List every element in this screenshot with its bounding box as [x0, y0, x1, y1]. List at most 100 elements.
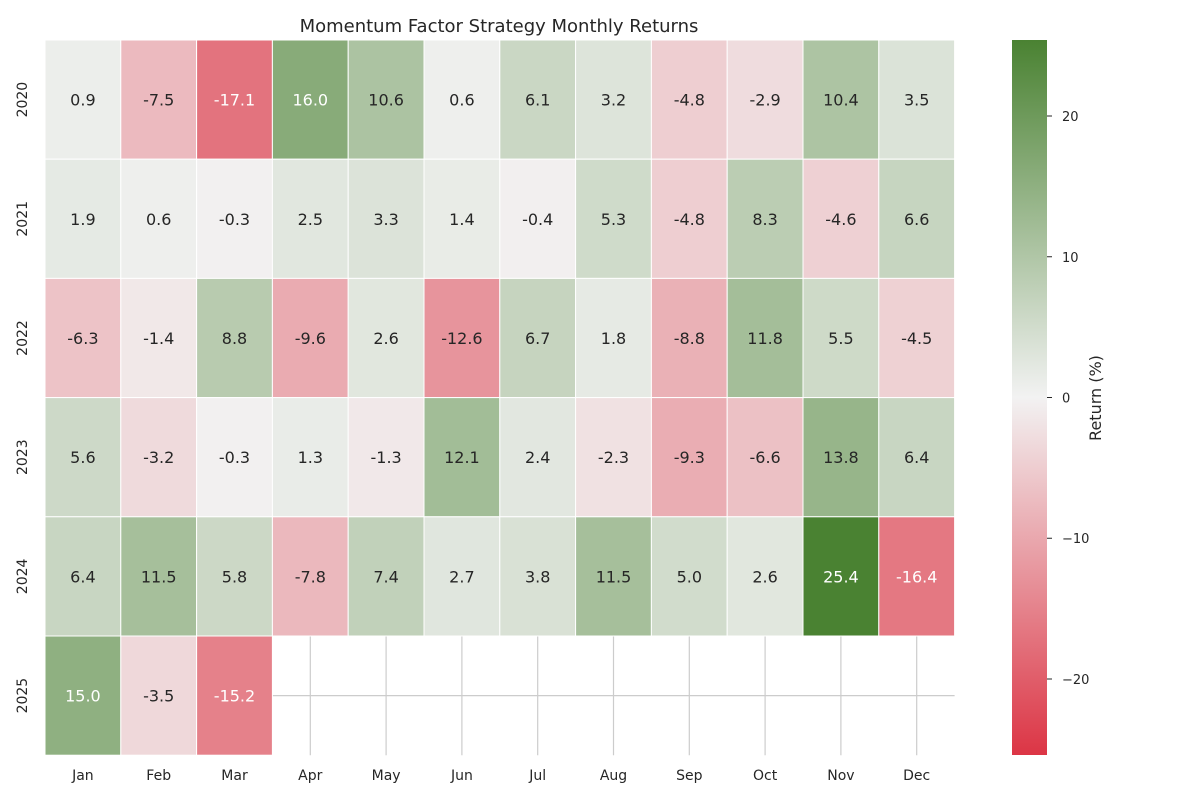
- cell-value-label: 0.6: [146, 210, 171, 229]
- cell-value-label: 12.1: [444, 448, 480, 467]
- heatmap-cell: [196, 397, 273, 518]
- cell-value-label: 2.4: [525, 448, 550, 467]
- cell-value-label: 1.9: [70, 210, 95, 229]
- heatmap-cell: [120, 397, 198, 518]
- heatmap-cell: [347, 397, 425, 518]
- heatmap-cell: [44, 516, 122, 637]
- cell-value-label: 2.7: [449, 567, 474, 586]
- heatmap-cell: [650, 158, 728, 279]
- heatmap-cell: [575, 277, 652, 399]
- cell-value-label: 0.9: [70, 91, 95, 110]
- heatmap-cell: [271, 397, 349, 518]
- y-tick-label: 2020: [15, 82, 31, 118]
- colorbar-gradient: [1012, 40, 1047, 755]
- heatmap-cell: [878, 516, 956, 637]
- cell-value-label: -9.6: [295, 329, 326, 348]
- x-tick-label: Aug: [600, 768, 627, 784]
- cell-value-label: -0.3: [219, 448, 250, 467]
- cell-value-label: 8.3: [752, 210, 777, 229]
- cell-value-label: -0.3: [219, 210, 250, 229]
- heatmap-cell: [726, 397, 804, 518]
- heatmap-cell: [878, 39, 956, 160]
- heatmap-cell: [802, 158, 880, 279]
- colorbar-tick-label: 10: [1062, 251, 1079, 266]
- heatmap-cell: [196, 635, 273, 756]
- colorbar-tick-label: 20: [1062, 110, 1079, 125]
- heatmap-cell: [802, 39, 880, 160]
- cell-value-label: -6.3: [67, 329, 98, 348]
- cell-value-label: -3.2: [143, 448, 174, 467]
- heatmap-cell: [575, 158, 652, 279]
- cell-value-label: 11.5: [596, 567, 632, 586]
- heatmap-cell: [726, 158, 804, 279]
- cell-value-label: 10.6: [368, 91, 404, 110]
- heatmap-cell: [878, 158, 956, 279]
- cell-value-label: 8.8: [222, 329, 247, 348]
- y-tick-label: 2022: [15, 320, 31, 356]
- heatmap-cell: [575, 39, 652, 160]
- heatmap-cell: [423, 397, 501, 518]
- cell-value-label: -7.5: [143, 91, 174, 110]
- cell-value-label: 6.4: [904, 448, 929, 467]
- cell-value-label: -2.9: [749, 91, 780, 110]
- cell-value-label: 5.0: [677, 567, 702, 586]
- y-tick-label: 2024: [15, 558, 31, 594]
- cell-value-label: -4.8: [674, 210, 705, 229]
- cell-value-label: 5.5: [828, 329, 853, 348]
- x-tick-label: Mar: [221, 768, 248, 784]
- heatmap-cell: [271, 158, 349, 279]
- colorbar-tick-label: −10: [1062, 532, 1089, 547]
- heatmap-cell: [44, 39, 122, 160]
- heatmap-cell: [878, 277, 956, 399]
- heatmap-cells: 0.9 -7.5 -17.1 16.0 10.6 0.6 6.1 3.2 -4.8 -2.9 10.…: [44, 39, 956, 756]
- heatmap-cell: [120, 516, 198, 637]
- heatmap-cell: [650, 397, 728, 518]
- x-tick-label: Sep: [676, 768, 703, 784]
- cell-value-label: -16.4: [896, 567, 937, 586]
- cell-value-label: -0.4: [522, 210, 553, 229]
- heatmap-cell: [802, 277, 880, 399]
- axis-labels: Jan Feb Mar Apr May Jun Jul Aug Sep Oct Nov Dec 2020…: [15, 82, 930, 784]
- heatmap-cell: [802, 397, 880, 518]
- colorbar-label: Return (%): [1086, 355, 1105, 441]
- heatmap-cell: [271, 516, 349, 637]
- cell-value-label: -6.6: [749, 448, 780, 467]
- colorbar-tick-label: −20: [1062, 673, 1089, 688]
- heatmap-cell: [650, 516, 728, 637]
- cell-value-label: -2.3: [598, 448, 629, 467]
- heatmap-cell: [423, 39, 501, 160]
- cell-value-label: 0.6: [449, 91, 474, 110]
- cell-value-label: 3.8: [525, 567, 550, 586]
- cell-value-label: 15.0: [65, 687, 101, 706]
- heatmap-cell: [499, 39, 577, 160]
- cell-value-label: 3.2: [601, 91, 626, 110]
- cell-value-label: 6.7: [525, 329, 550, 348]
- cell-value-label: -1.3: [370, 448, 401, 467]
- cell-value-label: -1.4: [143, 329, 174, 348]
- x-tick-label: Feb: [146, 768, 171, 784]
- x-tick-label: May: [372, 768, 401, 784]
- heatmap-cell: [499, 516, 577, 637]
- heatmap-cell: [423, 158, 501, 279]
- heatmap-cell: [499, 158, 577, 279]
- cell-value-label: 16.0: [292, 91, 328, 110]
- cell-value-label: 11.5: [141, 567, 177, 586]
- heatmap-cell: [726, 39, 804, 160]
- heatmap-cell: [120, 277, 198, 399]
- x-tick-label: Apr: [298, 768, 322, 784]
- heatmap-cell: [499, 397, 577, 518]
- y-tick-label: 2025: [15, 678, 31, 714]
- cell-value-label: 25.4: [823, 567, 859, 586]
- cell-value-label: -7.8: [295, 567, 326, 586]
- cell-value-label: 3.3: [373, 210, 398, 229]
- cell-value-label: -9.3: [674, 448, 705, 467]
- x-tick-label: Jul: [528, 768, 546, 784]
- colorbar-tick-label: 0: [1062, 392, 1070, 407]
- cell-value-label: 6.4: [70, 567, 95, 586]
- cell-value-label: 10.4: [823, 91, 859, 110]
- heatmap-cell: [575, 397, 652, 518]
- cell-value-label: 1.3: [298, 448, 323, 467]
- cell-value-label: -4.8: [674, 91, 705, 110]
- cell-value-label: 7.4: [373, 567, 398, 586]
